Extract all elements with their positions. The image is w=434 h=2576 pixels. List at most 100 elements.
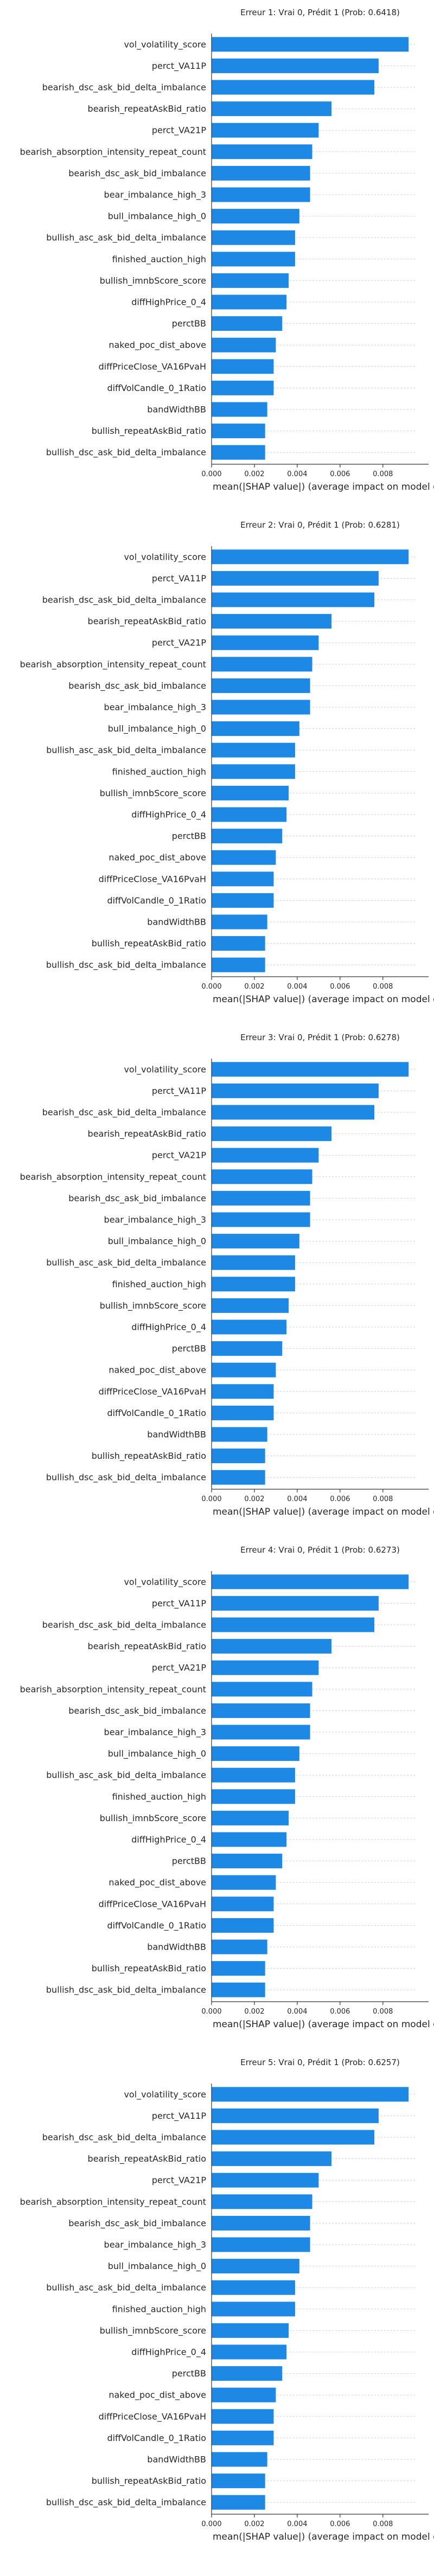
feature-label: vol_volatility_score [124,2089,206,2100]
bar-bearish_dsc_ask_bid_delta_imbalance [212,1105,374,1120]
feature-label: bullish_dsc_ask_bid_delta_imbalance [46,1985,206,1996]
chart-title: Erreur 5: Vrai 0, Prédit 1 (Prob: 0.6257… [240,2058,400,2067]
feature-label: bearish_repeatAskBid_ratio [88,2154,206,2164]
x-tick-label: 0.004 [287,1495,307,1503]
bar-bearish_dsc_ask_bid_imbalance [212,2215,310,2231]
x-axis-label: mean(|SHAP value|) (average impact on mo… [213,994,434,1005]
feature-label: bullish_asc_ask_bid_delta_imbalance [46,745,206,756]
x-tick-label: 0.004 [287,2008,307,2016]
feature-label: bullish_asc_ask_bid_delta_imbalance [46,1770,206,1781]
feature-label: finished_auction_high [112,1791,206,1802]
bar-perct_VA21P [212,1148,319,1163]
bar-perctBB [212,1854,283,1869]
feature-label: bearish_dsc_ask_bid_imbalance [68,168,206,179]
feature-label: perctBB [172,831,206,841]
bar-bullish_repeatAskBid_ratio [212,1961,265,1976]
feature-label: diffHighPrice_0_4 [131,297,206,308]
feature-label: finished_auction_high [112,1279,206,1290]
bar-bullish_dsc_ask_bid_delta_imbalance [212,2495,265,2510]
bar-perct_VA11P [212,571,379,586]
bar-bullish_asc_ask_bid_delta_imbalance [212,1255,295,1270]
feature-label: bullish_dsc_ask_bid_delta_imbalance [46,2497,206,2508]
x-tick-label: 0.008 [373,470,393,478]
feature-label: bullish_imnbScore_score [100,2325,206,2336]
feature-label: bullish_repeatAskBid_ratio [92,938,206,949]
bar-naked_poc_dist_above [212,1875,276,1890]
bar-finished_auction_high [212,252,295,267]
feature-label: perct_VA21P [152,1663,207,1674]
feature-label: bearish_repeatAskBid_ratio [88,616,206,627]
feature-label: perct_VA11P [152,61,207,72]
feature-label: perctBB [172,318,206,329]
bar-diffHighPrice_0_4 [212,807,287,822]
feature-label: bearish_absorption_intensity_repeat_coun… [20,2196,206,2207]
feature-label: bull_imbalance_high_0 [108,211,206,222]
bar-bear_imbalance_high_3 [212,1725,310,1740]
bar-bearish_dsc_ask_bid_delta_imbalance [212,80,374,95]
feature-label: perctBB [172,1856,206,1866]
bar-bullish_repeatAskBid_ratio [212,1449,265,1464]
feature-label: naked_poc_dist_above [108,1877,206,1888]
feature-label: perct_VA11P [152,1086,207,1097]
feature-label: bear_imbalance_high_3 [104,702,206,713]
feature-label: bullish_repeatAskBid_ratio [92,1451,206,1462]
bar-finished_auction_high [212,1277,295,1292]
bar-perct_VA11P [212,1083,379,1098]
bar-bearish_absorption_intensity_repeat_count [212,2194,312,2209]
feature-label: bullish_imnbScore_score [100,1813,206,1824]
feature-label: bandWidthBB [147,2455,206,2465]
feature-label: bullish_dsc_ask_bid_delta_imbalance [46,960,206,971]
x-tick-label: 0.000 [201,1495,221,1503]
feature-label: perctBB [172,1343,206,1354]
bar-bullish_imnbScore_score [212,1810,289,1825]
feature-label: bearish_absorption_intensity_repeat_coun… [20,659,206,670]
feature-label: bull_imbalance_high_0 [108,1748,206,1759]
bar-diffVolCandle_0_1Ratio [212,1918,274,1933]
bar-bearish_dsc_ask_bid_delta_imbalance [212,1617,374,1632]
bar-diffVolCandle_0_1Ratio [212,2430,274,2445]
bar-bearish_repeatAskBid_ratio [212,2151,332,2167]
feature-label: bearish_dsc_ask_bid_imbalance [68,2218,206,2229]
x-tick-label: 0.008 [373,2520,393,2528]
bar-bearish_absorption_intensity_repeat_count [212,144,312,159]
bar-bearish_dsc_ask_bid_imbalance [212,1703,310,1718]
feature-label: perct_VA21P [152,1150,207,1161]
chart-title: Erreur 3: Vrai 0, Prédit 1 (Prob: 0.6278… [240,1033,400,1042]
bar-diffVolCandle_0_1Ratio [212,380,274,395]
bar-vol_volatility_score [212,1574,409,1590]
bar-naked_poc_dist_above [212,1362,276,1377]
feature-label: naked_poc_dist_above [108,2390,206,2401]
feature-label: bullish_repeatAskBid_ratio [92,426,206,437]
bar-diffHighPrice_0_4 [212,1832,287,1847]
bar-vol_volatility_score [212,37,409,52]
x-tick-label: 0.006 [330,983,350,991]
bar-naked_poc_dist_above [212,2387,276,2402]
bar-finished_auction_high [212,2302,295,2317]
bar-diffPriceClose_VA16PvaH [212,1896,274,1912]
x-tick-label: 0.000 [201,2008,221,2016]
bar-bullish_dsc_ask_bid_delta_imbalance [212,445,265,460]
feature-label: bearish_repeatAskBid_ratio [88,1129,206,1139]
bar-diffPriceClose_VA16PvaH [212,1384,274,1399]
feature-label: bearish_dsc_ask_bid_delta_imbalance [42,1620,206,1631]
feature-label: perct_VA21P [152,638,207,649]
feature-label: diffHighPrice_0_4 [131,810,206,821]
bar-bearish_absorption_intensity_repeat_count [212,1169,312,1184]
shap-bar-chart-5: Erreur 5: Vrai 0, Prédit 1 (Prob: 0.6257… [20,2058,434,2542]
x-tick-label: 0.002 [244,470,264,478]
bar-bearish_absorption_intensity_repeat_count [212,657,312,672]
bar-bullish_asc_ask_bid_delta_imbalance [212,742,295,758]
bar-bullish_asc_ask_bid_delta_imbalance [212,1767,295,1783]
bar-bear_imbalance_high_3 [212,2237,310,2252]
bar-bandWidthBB [212,1939,267,1955]
feature-label: bull_imbalance_high_0 [108,1236,206,1247]
bar-bearish_dsc_ask_bid_imbalance [212,678,310,693]
bar-bull_imbalance_high_0 [212,209,299,224]
bar-bearish_dsc_ask_bid_imbalance [212,165,310,181]
x-tick-label: 0.004 [287,470,307,478]
shap-bar-chart-2: Erreur 2: Vrai 0, Prédit 1 (Prob: 0.6281… [20,520,434,1005]
feature-label: bandWidthBB [147,1430,206,1440]
feature-label: bandWidthBB [147,405,206,415]
bar-bandWidthBB [212,2452,267,2467]
x-axis-label: mean(|SHAP value|) (average impact on mo… [213,1507,434,1517]
